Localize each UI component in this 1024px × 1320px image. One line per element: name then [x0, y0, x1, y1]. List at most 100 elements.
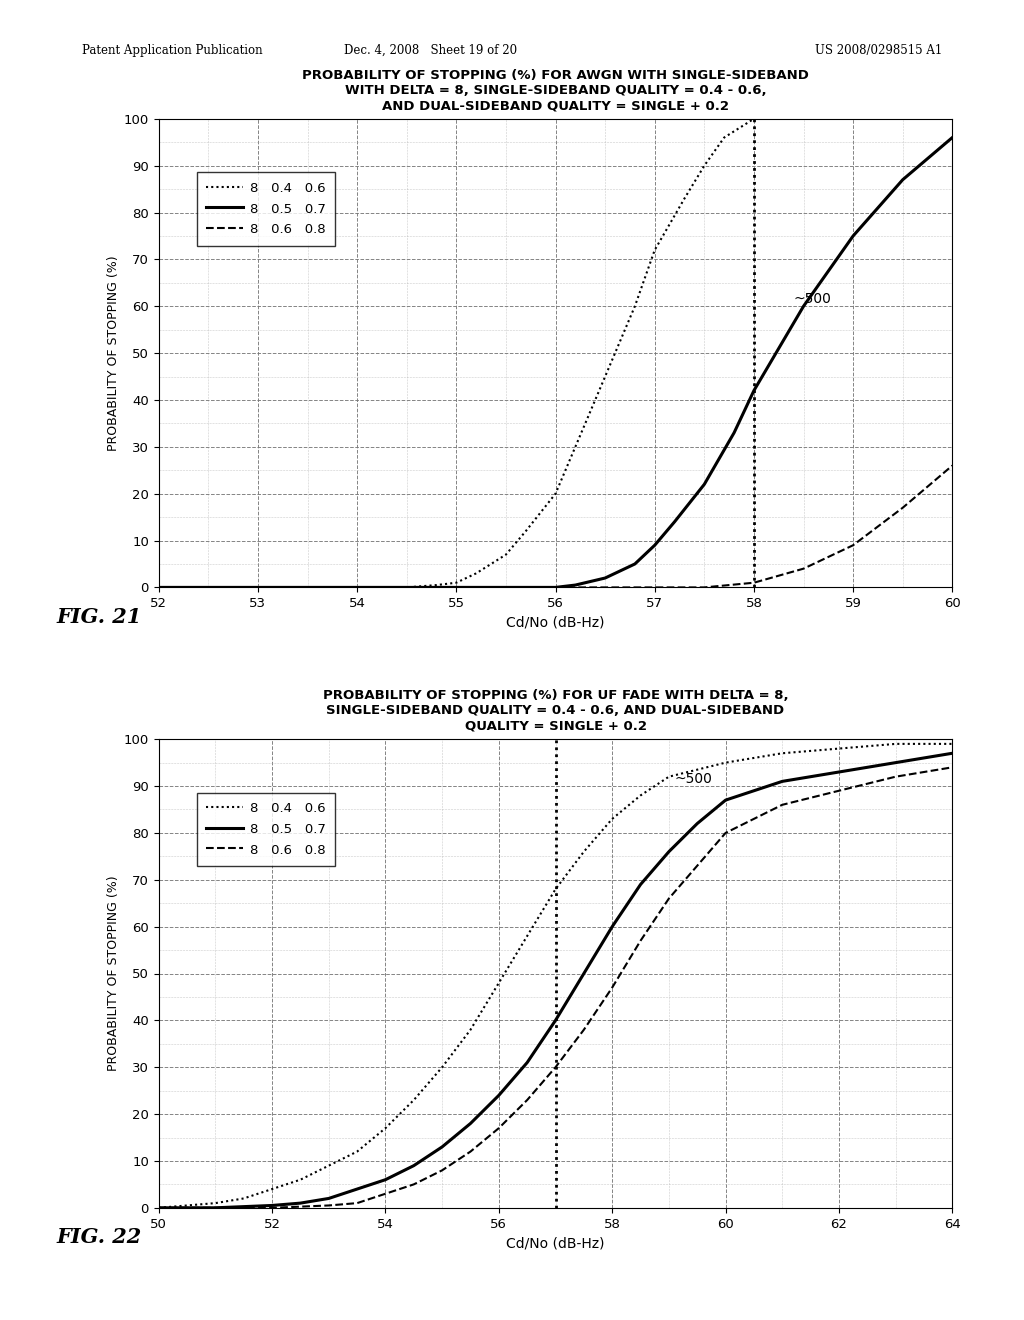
8   0.5   0.7 — [521, 1055, 534, 1071]
8   0.4   0.6 — [946, 111, 958, 127]
8   0.6   0.8 — [379, 1185, 391, 1201]
8   0.4   0.6 — [294, 1172, 306, 1188]
8   0.6   0.8 — [648, 579, 660, 595]
8   0.4   0.6 — [351, 579, 364, 595]
8   0.5   0.7 — [294, 1195, 306, 1210]
8   0.5   0.7 — [549, 579, 561, 595]
8   0.6   0.8 — [266, 1200, 279, 1216]
8   0.6   0.8 — [698, 579, 711, 595]
Line: 8   0.5   0.7: 8 0.5 0.7 — [159, 754, 952, 1208]
8   0.6   0.8 — [776, 797, 788, 813]
8   0.5   0.7 — [252, 579, 264, 595]
8   0.5   0.7 — [379, 1172, 391, 1188]
8   0.4   0.6 — [599, 368, 611, 384]
8   0.6   0.8 — [351, 579, 364, 595]
8   0.5   0.7 — [629, 556, 641, 572]
8   0.4   0.6 — [549, 882, 561, 898]
8   0.5   0.7 — [691, 816, 703, 832]
8   0.4   0.6 — [153, 579, 165, 595]
8   0.6   0.8 — [663, 891, 675, 907]
8   0.4   0.6 — [153, 1200, 165, 1216]
8   0.4   0.6 — [209, 1195, 221, 1210]
8   0.5   0.7 — [798, 298, 810, 314]
8   0.4   0.6 — [748, 111, 760, 127]
8   0.4   0.6 — [569, 438, 582, 454]
8   0.6   0.8 — [209, 1200, 221, 1216]
8   0.6   0.8 — [549, 579, 561, 595]
8   0.5   0.7 — [663, 843, 675, 859]
Text: US 2008/0298515 A1: US 2008/0298515 A1 — [815, 44, 942, 57]
Line: 8   0.5   0.7: 8 0.5 0.7 — [159, 137, 952, 587]
8   0.5   0.7 — [748, 383, 760, 399]
Line: 8   0.4   0.6: 8 0.4 0.6 — [159, 119, 952, 587]
8   0.4   0.6 — [833, 741, 845, 756]
8   0.5   0.7 — [493, 1088, 505, 1104]
8   0.5   0.7 — [946, 746, 958, 762]
8   0.5   0.7 — [549, 1012, 561, 1028]
8   0.4   0.6 — [606, 810, 618, 826]
8   0.5   0.7 — [323, 1191, 335, 1206]
Text: FIG. 22: FIG. 22 — [56, 1228, 141, 1247]
8   0.4   0.6 — [266, 1181, 279, 1197]
8   0.5   0.7 — [266, 1197, 279, 1213]
8   0.6   0.8 — [635, 933, 647, 949]
8   0.5   0.7 — [669, 513, 681, 529]
8   0.6   0.8 — [252, 579, 264, 595]
8   0.4   0.6 — [436, 1059, 449, 1074]
8   0.5   0.7 — [209, 1200, 221, 1216]
8   0.5   0.7 — [436, 1139, 449, 1155]
Text: Dec. 4, 2008   Sheet 19 of 20: Dec. 4, 2008 Sheet 19 of 20 — [343, 44, 517, 57]
8   0.6   0.8 — [897, 500, 909, 516]
8   0.6   0.8 — [451, 579, 463, 595]
8   0.4   0.6 — [493, 975, 505, 991]
Line: 8   0.6   0.8: 8 0.6 0.8 — [159, 767, 952, 1208]
8   0.6   0.8 — [946, 759, 958, 775]
8   0.5   0.7 — [500, 579, 512, 595]
8   0.5   0.7 — [720, 792, 732, 808]
Text: FIG. 21: FIG. 21 — [56, 607, 141, 627]
Legend: 8   0.4   0.6, 8   0.5   0.7, 8   0.6   0.8: 8 0.4 0.6, 8 0.5 0.7, 8 0.6 0.8 — [197, 792, 335, 866]
8   0.6   0.8 — [748, 574, 760, 590]
8   0.6   0.8 — [890, 768, 902, 784]
8   0.4   0.6 — [323, 1158, 335, 1173]
8   0.4   0.6 — [430, 577, 442, 593]
Line: 8   0.6   0.8: 8 0.6 0.8 — [159, 466, 952, 587]
8   0.5   0.7 — [833, 764, 845, 780]
8   0.6   0.8 — [578, 1022, 590, 1038]
8   0.4   0.6 — [629, 298, 641, 314]
8   0.6   0.8 — [946, 458, 958, 474]
Text: ~500: ~500 — [675, 772, 713, 785]
Legend: 8   0.4   0.6, 8   0.5   0.7, 8   0.6   0.8: 8 0.4 0.6, 8 0.5 0.7, 8 0.6 0.8 — [197, 172, 335, 246]
8   0.4   0.6 — [521, 928, 534, 944]
8   0.5   0.7 — [606, 919, 618, 935]
8   0.6   0.8 — [798, 561, 810, 577]
8   0.4   0.6 — [718, 129, 730, 145]
8   0.6   0.8 — [521, 1092, 534, 1107]
8   0.4   0.6 — [451, 574, 463, 590]
8   0.5   0.7 — [648, 537, 660, 553]
8   0.5   0.7 — [946, 129, 958, 145]
8   0.5   0.7 — [599, 570, 611, 586]
8   0.4   0.6 — [663, 768, 675, 784]
8   0.5   0.7 — [408, 1158, 420, 1173]
Title: PROBABILITY OF STOPPING (%) FOR AWGN WITH SINGLE-SIDEBAND
WITH DELTA = 8, SINGLE: PROBABILITY OF STOPPING (%) FOR AWGN WIT… — [302, 69, 809, 112]
Line: 8   0.4   0.6: 8 0.4 0.6 — [159, 744, 952, 1208]
8   0.5   0.7 — [728, 425, 740, 441]
8   0.5   0.7 — [897, 172, 909, 187]
8   0.4   0.6 — [648, 242, 660, 257]
8   0.6   0.8 — [323, 1197, 335, 1213]
8   0.6   0.8 — [847, 537, 859, 553]
8   0.5   0.7 — [351, 1181, 364, 1197]
8   0.6   0.8 — [833, 783, 845, 799]
Y-axis label: PROBABILITY OF STOPPING (%): PROBABILITY OF STOPPING (%) — [106, 255, 120, 451]
8   0.6   0.8 — [408, 1176, 420, 1192]
8   0.4   0.6 — [678, 190, 690, 206]
8   0.4   0.6 — [252, 579, 264, 595]
Y-axis label: PROBABILITY OF STOPPING (%): PROBABILITY OF STOPPING (%) — [106, 875, 120, 1072]
8   0.5   0.7 — [351, 579, 364, 595]
8   0.4   0.6 — [464, 1022, 476, 1038]
X-axis label: Cd/No (dB-Hz): Cd/No (dB-Hz) — [506, 615, 605, 630]
X-axis label: Cd/No (dB-Hz): Cd/No (dB-Hz) — [506, 1236, 605, 1250]
8   0.5   0.7 — [153, 579, 165, 595]
8   0.6   0.8 — [720, 825, 732, 841]
